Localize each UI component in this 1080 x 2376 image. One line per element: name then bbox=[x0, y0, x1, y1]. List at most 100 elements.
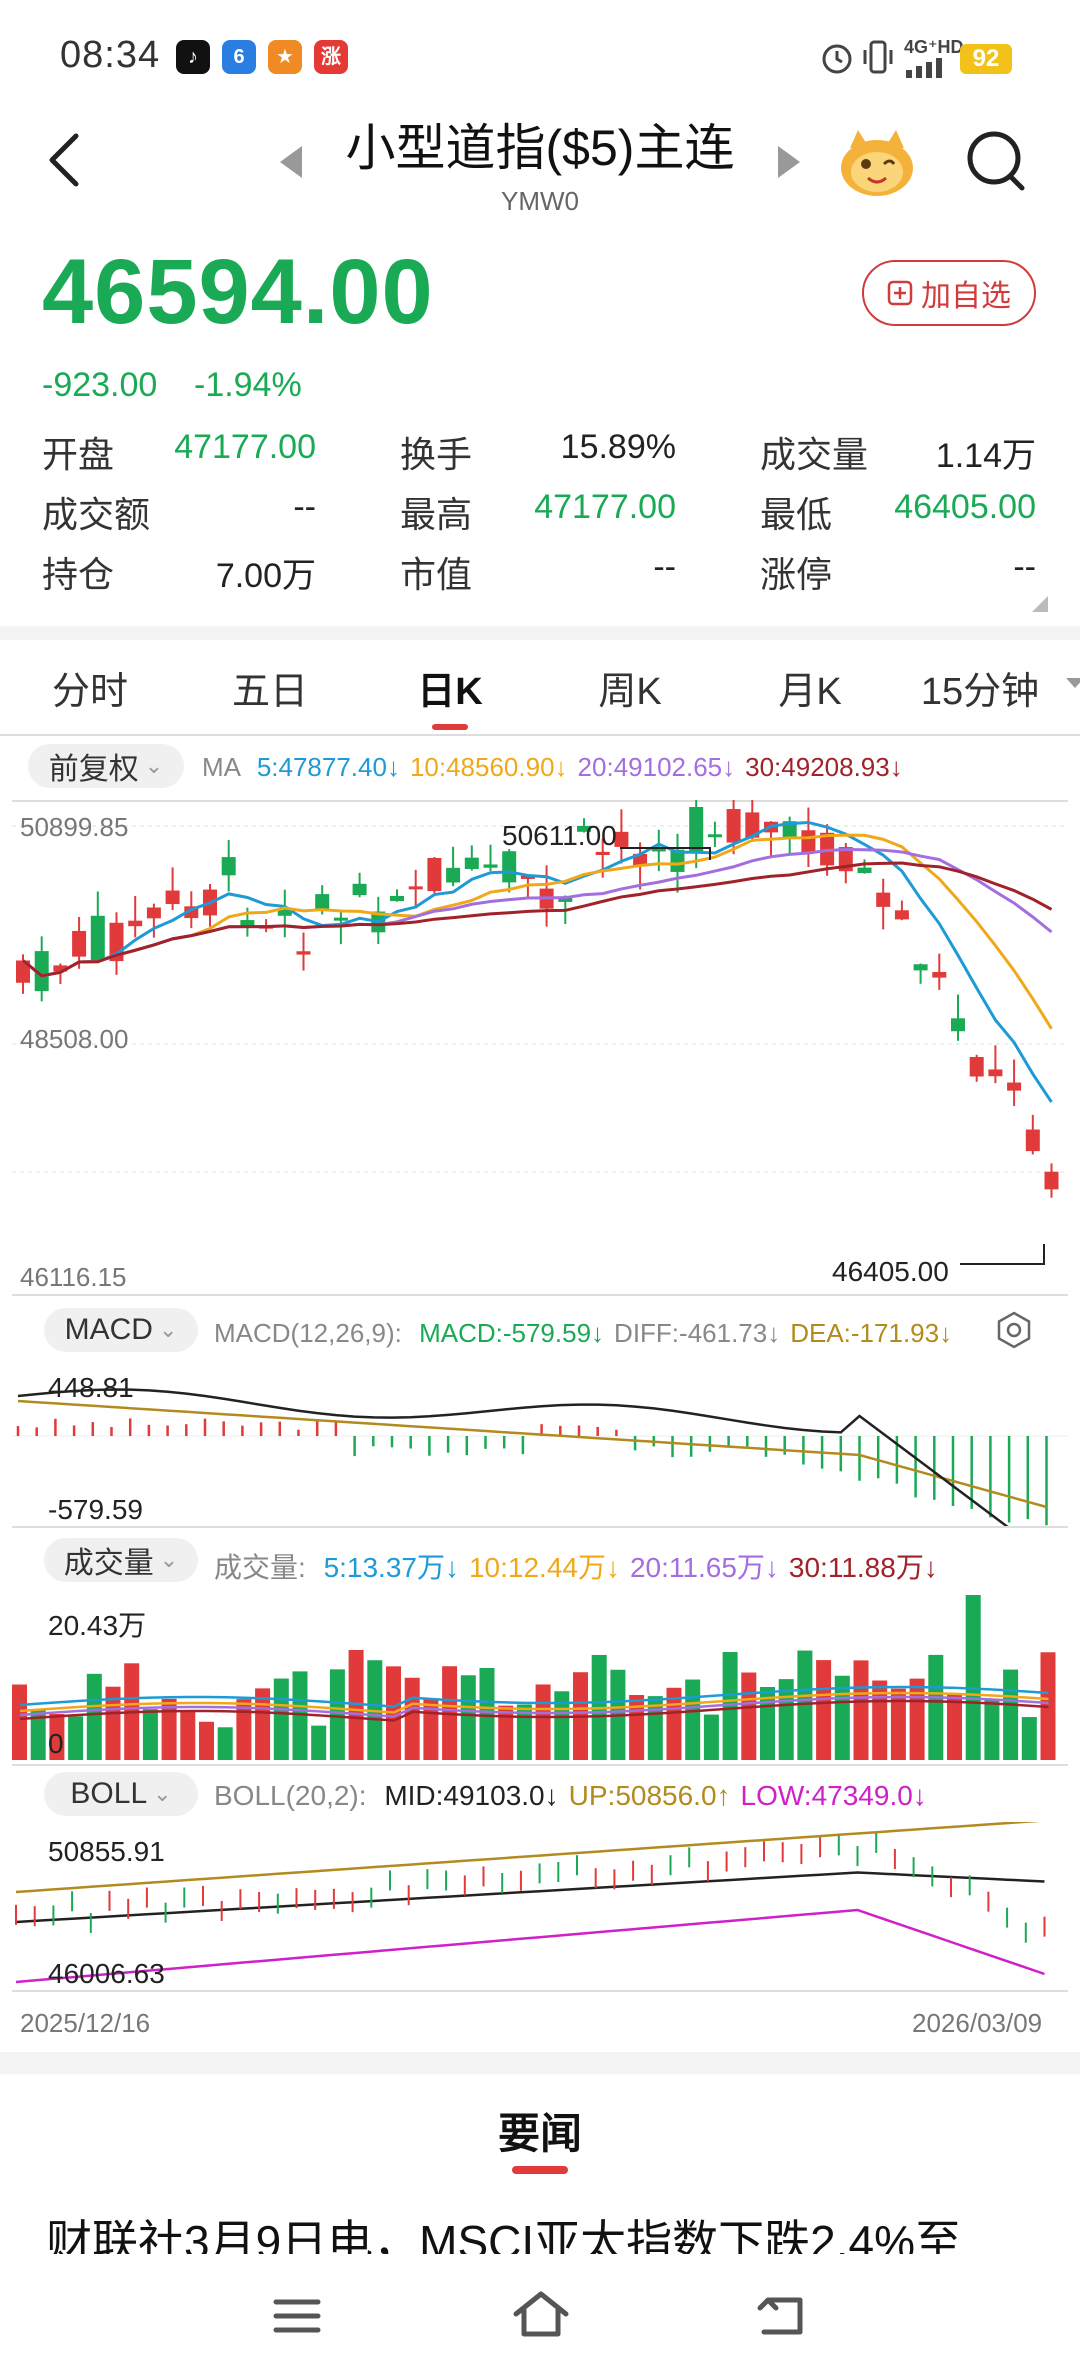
home-icon[interactable] bbox=[510, 2288, 572, 2340]
back-nav-icon[interactable] bbox=[754, 2290, 808, 2340]
tab-5[interactable]: 15分钟 bbox=[920, 671, 1040, 713]
chart-divider bbox=[12, 1764, 1068, 1766]
menu-icon[interactable] bbox=[272, 2294, 322, 2338]
adjust-dropdown[interactable]: 前复权 ⌄ bbox=[28, 744, 184, 788]
volume-bar bbox=[255, 1688, 271, 1760]
candle bbox=[240, 920, 255, 926]
legend-value: 30:49208.93↓ bbox=[745, 752, 903, 782]
prev-contract-icon[interactable] bbox=[280, 146, 302, 178]
volume-bar bbox=[647, 1696, 663, 1760]
tab-2[interactable]: 日K bbox=[417, 671, 483, 713]
stat-label: 持仓 bbox=[42, 554, 115, 595]
stat-value: 47177.00 bbox=[534, 488, 676, 526]
stat-value: 1.14万 bbox=[935, 437, 1036, 475]
candle bbox=[146, 907, 161, 919]
legend-value: 30:11.88万↓ bbox=[788, 1552, 938, 1583]
candle bbox=[128, 920, 143, 927]
candle bbox=[595, 851, 610, 855]
candle bbox=[894, 910, 909, 920]
legend-value: 20:11.65万↓ bbox=[629, 1552, 779, 1583]
volume-chart[interactable] bbox=[0, 1592, 1080, 1762]
vibrate-icon bbox=[863, 40, 893, 74]
active-tab-indicator bbox=[432, 724, 468, 730]
search-icon[interactable] bbox=[964, 128, 1028, 196]
volume-bar bbox=[30, 1709, 46, 1760]
stat-label: 涨停 bbox=[760, 554, 833, 595]
expand-corner-icon[interactable] bbox=[1030, 594, 1050, 614]
macd-chart[interactable] bbox=[0, 1356, 1080, 1526]
candle bbox=[745, 812, 760, 838]
mascot-icon[interactable] bbox=[836, 124, 918, 200]
candle bbox=[801, 830, 816, 852]
volume-dropdown[interactable]: 成交量 ⌄ bbox=[44, 1538, 198, 1582]
legend-value: MID:49103.0↓ bbox=[384, 1780, 559, 1811]
settings-icon[interactable] bbox=[994, 1310, 1034, 1350]
boll-y-top: 50855.91 bbox=[48, 1836, 165, 1867]
volume-bar bbox=[311, 1725, 327, 1760]
boll-chart[interactable] bbox=[0, 1822, 1080, 1992]
tab-more-chevron-icon[interactable] bbox=[1066, 678, 1080, 688]
tab-3[interactable]: 周K bbox=[598, 671, 662, 713]
volume-bar bbox=[498, 1705, 514, 1760]
candle bbox=[390, 895, 404, 902]
stat-value: 7.00万 bbox=[215, 557, 316, 595]
volume-bar bbox=[797, 1650, 813, 1760]
tiktok-icon: ♪ bbox=[176, 40, 210, 74]
volume-bar bbox=[535, 1684, 551, 1760]
candle bbox=[932, 971, 947, 978]
candle bbox=[577, 825, 591, 832]
section-divider bbox=[0, 2052, 1080, 2074]
volume-bar bbox=[479, 1667, 495, 1760]
next-contract-icon[interactable] bbox=[778, 146, 800, 178]
date-start: 2025/12/16 bbox=[20, 2008, 151, 2038]
stat-label: 最低 bbox=[760, 494, 833, 535]
candle bbox=[90, 915, 105, 961]
tab-4[interactable]: 月K bbox=[778, 671, 842, 713]
macd-dropdown[interactable]: MACD ⌄ bbox=[44, 1308, 198, 1352]
news-headline[interactable]: 财联社3月9日电，MSCI亚太指数下跌2.4%至 bbox=[46, 2216, 962, 2254]
boll-y-bottom: 46006.63 bbox=[48, 1958, 165, 1989]
macd-params: MACD(12,26,9): bbox=[214, 1318, 402, 1348]
back-arrow-icon[interactable] bbox=[44, 130, 84, 190]
network-indicator: 4G⁺HD bbox=[904, 37, 964, 57]
candle bbox=[72, 930, 87, 957]
boll-mid-line bbox=[15, 1871, 1045, 1924]
tab-1[interactable]: 五日 bbox=[231, 671, 308, 713]
add-watchlist-label: 加自选 bbox=[921, 280, 1011, 313]
boll-dropdown[interactable]: BOLL ⌄ bbox=[44, 1772, 198, 1816]
add-watchlist-button[interactable]: 加自选 bbox=[862, 260, 1036, 326]
volume-bar bbox=[722, 1652, 738, 1760]
candle bbox=[16, 960, 30, 983]
volume-bar bbox=[629, 1695, 645, 1760]
kline-y-bottom: 46116.15 bbox=[20, 1262, 127, 1292]
chart-divider bbox=[12, 1526, 1068, 1528]
news-section-title[interactable]: 要闻 bbox=[497, 2110, 582, 2157]
chart-top-border bbox=[12, 800, 1068, 802]
kline-high-label: 50611.00 bbox=[502, 820, 617, 851]
vol-ma5 bbox=[19, 1685, 1049, 1708]
page-title: 小型道指($5)主连 bbox=[345, 120, 735, 176]
legend-value: 5:47877.40↓ bbox=[256, 752, 400, 782]
volume-bar bbox=[516, 1704, 532, 1760]
candle bbox=[707, 834, 722, 838]
volume-bar bbox=[180, 1712, 196, 1760]
volume-bar bbox=[142, 1709, 158, 1760]
candle bbox=[689, 806, 704, 852]
candle bbox=[1025, 1129, 1040, 1152]
candle bbox=[502, 851, 517, 883]
candle bbox=[726, 809, 741, 843]
stat-label: 市值 bbox=[400, 554, 473, 595]
candle bbox=[913, 964, 928, 971]
legend-value: DIFF:-461.73↓ bbox=[614, 1318, 781, 1348]
kline-y-top: 50899.85 bbox=[20, 812, 129, 842]
legend-value: UP:50856.0↑ bbox=[568, 1780, 731, 1811]
candle bbox=[427, 857, 442, 892]
candle bbox=[1007, 1082, 1022, 1091]
kline-chart[interactable] bbox=[0, 800, 1080, 1300]
stat-value: 15.89% bbox=[560, 428, 676, 466]
volume-bar bbox=[68, 1716, 84, 1760]
vol-ma10 bbox=[19, 1691, 1049, 1714]
candle bbox=[951, 1018, 965, 1032]
tab-0[interactable]: 分时 bbox=[51, 671, 128, 713]
ma-line-30 bbox=[22, 861, 1053, 978]
